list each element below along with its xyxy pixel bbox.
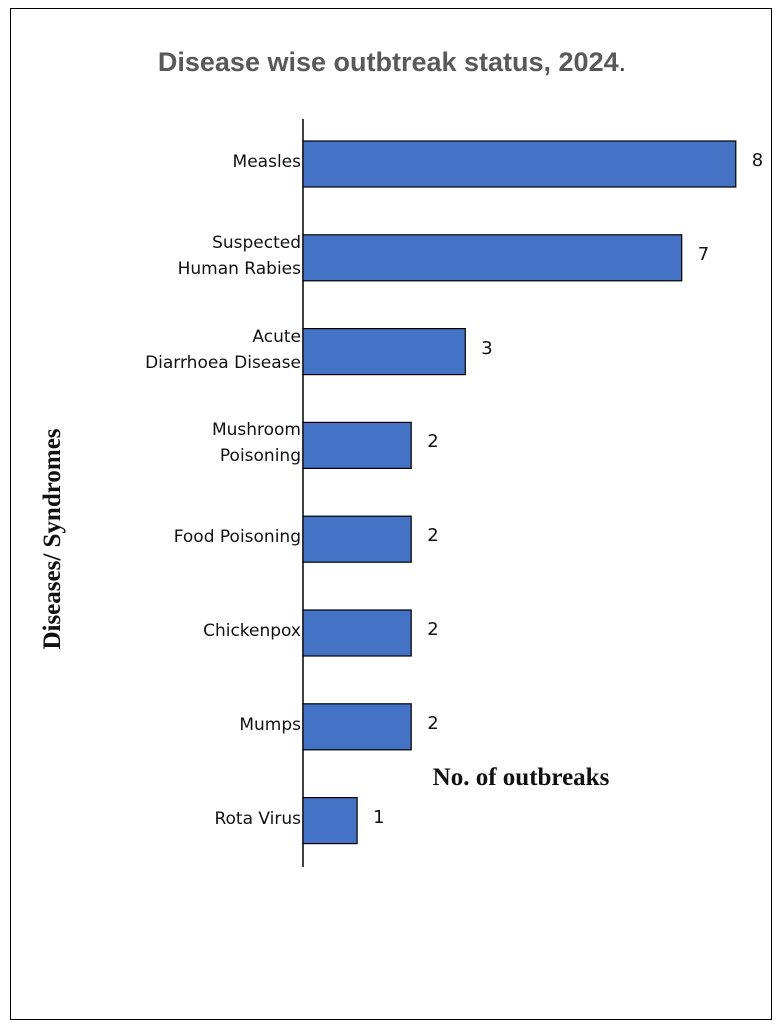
- category-label-3: Acute Diarrhoea Disease: [145, 326, 301, 373]
- bar-1: [302, 140, 737, 188]
- chart-frame: Disease wise outbtreak status, 2024. Dis…: [10, 8, 772, 1020]
- bar-8: [302, 796, 358, 845]
- data-label-3: 3: [481, 337, 493, 359]
- chart-title-text: Disease wise outbtreak status, 2024: [157, 47, 619, 77]
- data-label-5: 2: [427, 525, 439, 547]
- category-label-7: Mumps: [239, 714, 301, 735]
- bar-4: [302, 421, 412, 469]
- bar-3: [302, 328, 466, 376]
- data-label-1: 8: [751, 150, 764, 171]
- bar-2: [302, 234, 683, 282]
- x-axis-label: No. of outbreaks: [432, 764, 610, 791]
- data-label-7: 2: [427, 712, 439, 734]
- data-label-2: 7: [697, 243, 710, 265]
- chart-title: Disease wise outbtreak status, 2024.: [11, 47, 773, 78]
- bar-plot: [302, 119, 737, 867]
- category-label-8: Rota Virus: [214, 808, 301, 829]
- bar-5: [302, 515, 412, 563]
- category-label-5: Food Poisoning: [173, 527, 301, 548]
- bar-7: [302, 703, 412, 751]
- category-label-6: Chickenpox: [203, 621, 301, 641]
- data-label-6: 2: [427, 619, 439, 640]
- data-label-4: 2: [427, 431, 439, 453]
- data-label-8: 1: [373, 806, 385, 828]
- category-label-4: Mushroom Poisoning: [211, 420, 301, 467]
- category-label-2: Suspected Human Rabies: [177, 232, 301, 279]
- chart-title-suffix: .: [618, 47, 627, 77]
- bar-6: [302, 609, 412, 657]
- category-label-1: Measles: [232, 152, 301, 172]
